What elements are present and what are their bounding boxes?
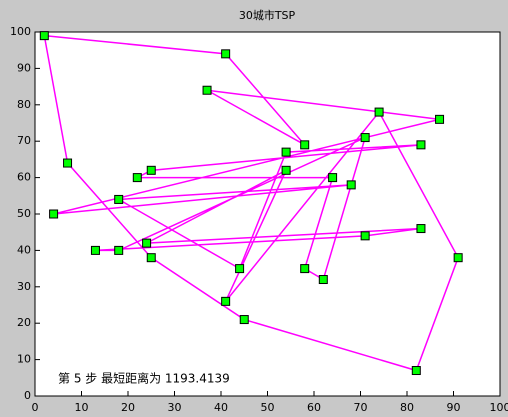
x-tick-label: 60: [307, 401, 321, 414]
x-tick-label: 80: [400, 401, 414, 414]
city-marker: [221, 49, 231, 59]
city-marker: [202, 85, 212, 95]
city-marker: [300, 264, 310, 274]
city-marker: [132, 173, 142, 183]
city-marker: [146, 165, 156, 175]
chart-title: 30城市TSP: [239, 8, 296, 22]
city-marker: [114, 245, 124, 255]
y-tick-label: 0: [24, 389, 31, 402]
city-marker: [360, 133, 370, 143]
x-tick-label: 0: [32, 401, 39, 414]
city-marker: [318, 275, 328, 285]
annotation: 第 5 步 最短距离为 1193.4139: [58, 371, 230, 386]
city-marker: [416, 140, 426, 150]
x-tick-label: 40: [214, 401, 228, 414]
city-marker: [114, 194, 124, 204]
y-tick-label: 10: [17, 353, 31, 366]
city-marker: [39, 31, 49, 41]
city-marker: [453, 253, 463, 263]
x-tick-label: 100: [490, 401, 508, 414]
city-marker: [360, 231, 370, 241]
y-tick-label: 60: [17, 171, 31, 184]
y-tick-label: 40: [17, 243, 31, 256]
city-marker: [374, 107, 384, 117]
y-tick-label: 70: [17, 134, 31, 147]
city-marker: [49, 209, 59, 219]
city-marker: [346, 180, 356, 190]
city-marker: [416, 224, 426, 234]
city-marker: [221, 296, 231, 306]
y-tick-label: 100: [10, 25, 31, 38]
city-marker: [142, 238, 152, 248]
y-tick-label: 50: [17, 207, 31, 220]
city-marker: [300, 140, 310, 150]
city-marker: [239, 315, 249, 325]
x-tick-label: 20: [121, 401, 135, 414]
plot-area: [34, 31, 501, 397]
x-tick-label: 70: [354, 401, 368, 414]
city-marker: [328, 173, 338, 183]
city-marker: [63, 158, 73, 168]
x-tick-label: 30: [168, 401, 182, 414]
city-marker: [281, 165, 291, 175]
y-tick-label: 20: [17, 316, 31, 329]
city-marker: [435, 114, 445, 124]
city-marker: [235, 264, 245, 274]
x-tick-label: 10: [75, 401, 89, 414]
x-tick-label: 50: [261, 401, 275, 414]
city-marker: [90, 245, 100, 255]
y-tick-label: 80: [17, 98, 31, 111]
city-marker: [281, 147, 291, 157]
y-tick-label: 30: [17, 280, 31, 293]
city-marker: [411, 366, 421, 376]
city-marker: [146, 253, 156, 263]
x-tick-label: 90: [447, 401, 461, 414]
y-tick-label: 90: [17, 61, 31, 74]
